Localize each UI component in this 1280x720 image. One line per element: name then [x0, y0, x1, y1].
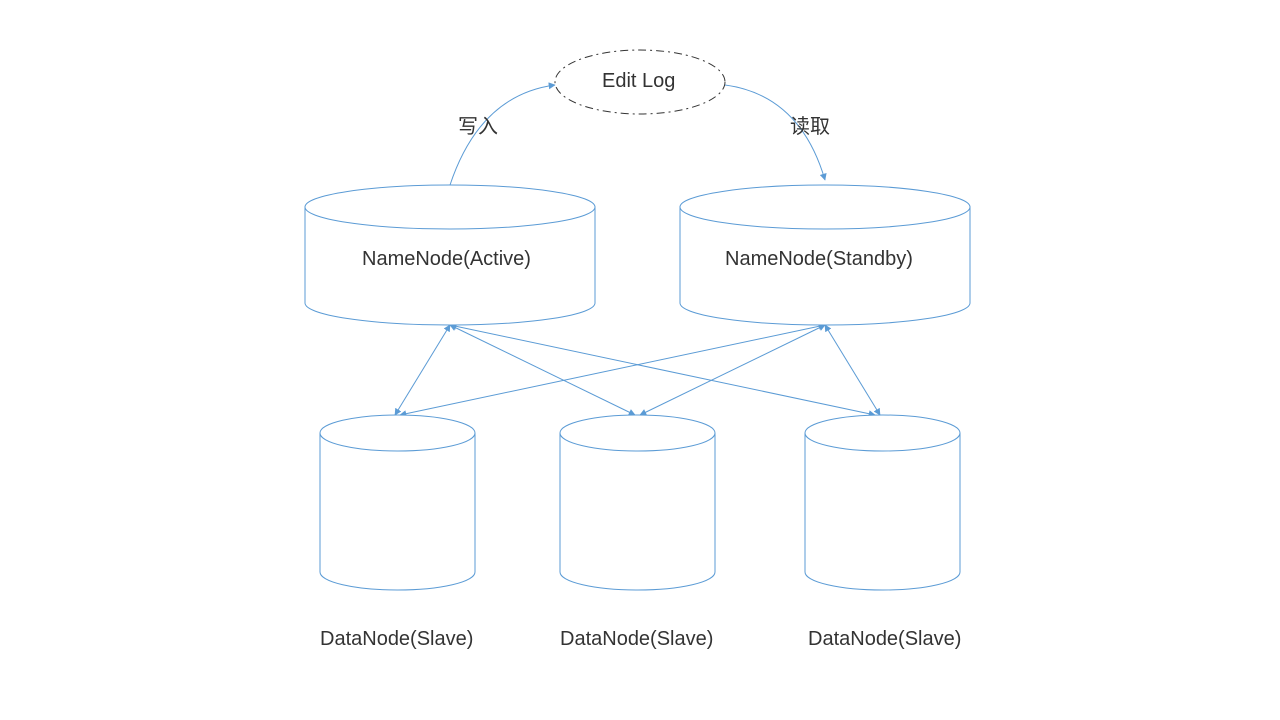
namenode-active-label: NameNode(Active): [362, 248, 531, 271]
datanode-label-1: DataNode(Slave): [320, 628, 473, 651]
diagram-canvas: [0, 0, 1280, 720]
datanode-label-2: DataNode(Slave): [560, 628, 713, 651]
arc-label-write: 写入: [458, 110, 498, 139]
namenode-standby-label: NameNode(Standby): [725, 248, 913, 271]
editlog-label: Edit Log: [602, 70, 675, 93]
datanode-label-3: DataNode(Slave): [808, 628, 961, 651]
arc-label-read: 读取: [790, 110, 830, 139]
shapes-group: [305, 50, 970, 590]
